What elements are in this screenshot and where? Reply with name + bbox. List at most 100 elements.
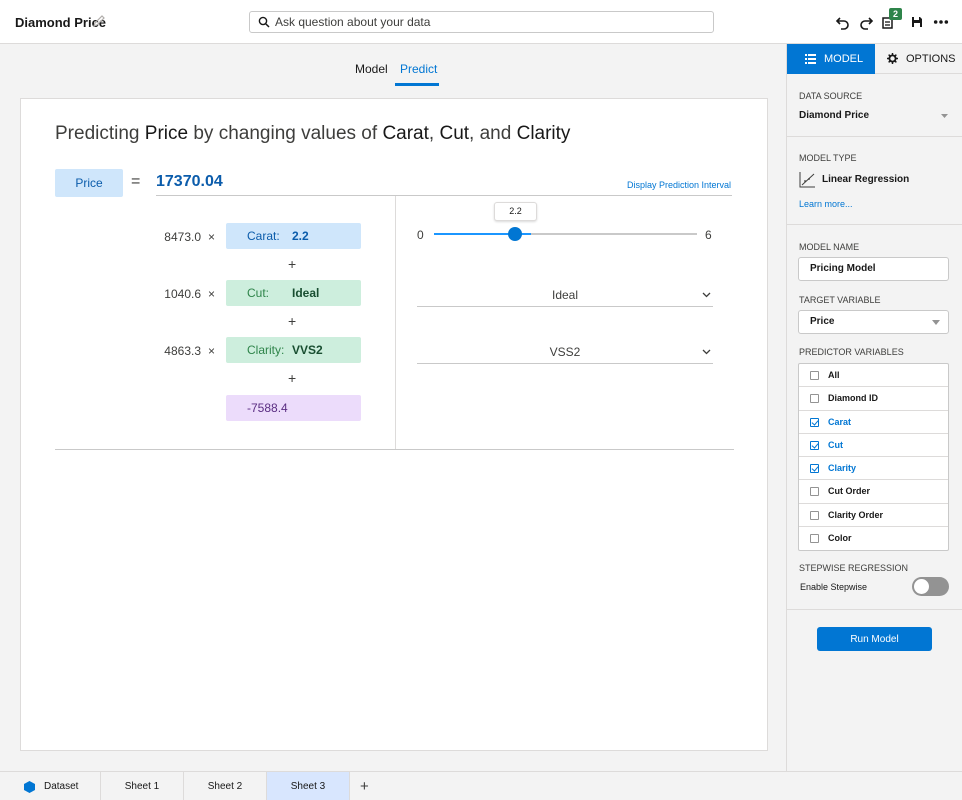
predictor-item[interactable]: Cut bbox=[799, 434, 948, 458]
list-icon bbox=[805, 54, 816, 64]
checkbox[interactable] bbox=[810, 534, 819, 544]
carat-slider-track[interactable] bbox=[434, 233, 697, 235]
caret-down-icon[interactable] bbox=[941, 114, 948, 119]
clarity-term: Clarity: VVS2 bbox=[226, 337, 361, 363]
carat-term: Carat: 2.2 bbox=[226, 223, 361, 249]
predictor-item-label: Clarity bbox=[828, 463, 857, 474]
checkbox[interactable] bbox=[810, 510, 819, 520]
tab-predict[interactable]: Predict bbox=[400, 62, 438, 76]
plus-sign: + bbox=[288, 370, 297, 386]
predictor-item-label: Carat bbox=[828, 416, 852, 427]
cut-select-value: Ideal bbox=[551, 288, 579, 302]
prediction-card: Predicting Price by changing values of C… bbox=[20, 98, 768, 751]
tab-dataset[interactable]: Dataset bbox=[0, 772, 101, 800]
add-sheet-button[interactable]: + bbox=[360, 778, 369, 795]
enable-stepwise-label: Enable Stepwise bbox=[800, 582, 868, 592]
checkbox[interactable] bbox=[810, 394, 819, 404]
redo-icon[interactable] bbox=[858, 14, 874, 30]
active-tab-indicator bbox=[395, 83, 439, 86]
app-title: Diamond Price bbox=[15, 15, 107, 30]
predictor-item[interactable]: Cut Order bbox=[799, 480, 948, 504]
predictor-item[interactable]: Clarity bbox=[799, 457, 948, 481]
clarity-select[interactable]: VSS2 bbox=[417, 342, 713, 364]
enable-stepwise-toggle[interactable] bbox=[912, 577, 949, 596]
carat-slider-min: 0 bbox=[417, 228, 424, 242]
cut-term: Cut: Ideal bbox=[226, 280, 361, 306]
predictor-item[interactable]: All bbox=[799, 364, 948, 388]
top-bar: Diamond Price 2 bbox=[0, 0, 962, 44]
predictor-variables-label: PREDICTOR VARIABLES bbox=[799, 347, 904, 357]
target-label: Price bbox=[55, 169, 123, 197]
checkbox-checked[interactable] bbox=[810, 417, 819, 427]
carat-coefficient: 8473.0 bbox=[164, 230, 201, 244]
section-divider bbox=[787, 136, 962, 137]
save-icon[interactable] bbox=[909, 14, 925, 30]
notes-icon[interactable] bbox=[880, 14, 896, 30]
display-prediction-interval-link[interactable]: Display Prediction Interval bbox=[626, 180, 731, 190]
run-model-button[interactable]: Run Model bbox=[817, 627, 932, 651]
predictor-item-label: Diamond ID bbox=[828, 393, 879, 404]
prediction-headline: Predicting Price by changing values of C… bbox=[55, 123, 571, 144]
search-input[interactable] bbox=[275, 14, 695, 30]
predictor-item-label: Color bbox=[828, 533, 852, 544]
predicted-price-value: 17370.04 bbox=[156, 173, 223, 190]
target-variable-select[interactable]: Price bbox=[798, 310, 949, 334]
regression-chart-icon bbox=[799, 172, 815, 188]
model-type-label: MODEL TYPE bbox=[799, 153, 857, 163]
carat-slider-thumb[interactable] bbox=[508, 227, 522, 241]
target-variable-value: Price bbox=[810, 316, 835, 327]
predictor-item[interactable]: Carat bbox=[799, 411, 948, 434]
sheet-tabs-bar: Dataset Sheet 1 Sheet 2 Sheet 3 + bbox=[0, 771, 962, 800]
tab-sheet-1[interactable]: Sheet 1 bbox=[101, 772, 184, 800]
checkbox-checked[interactable] bbox=[810, 440, 819, 450]
clarity-select-value: VSS2 bbox=[549, 345, 581, 359]
caret-down-icon bbox=[932, 320, 940, 325]
panel-tab-options[interactable]: OPTIONS bbox=[875, 44, 962, 74]
predictor-variables-list: All Diamond ID Carat Cut Clarity Cut Order Cla… bbox=[798, 363, 949, 552]
predictor-item[interactable]: Diamond ID bbox=[799, 387, 948, 411]
predictor-item-label: Cut bbox=[828, 439, 843, 450]
equation-bottom-rule bbox=[55, 449, 734, 450]
checkbox-checked[interactable] bbox=[810, 464, 819, 474]
search-bar[interactable] bbox=[249, 11, 714, 33]
target-variable-label: TARGET VARIABLE bbox=[799, 295, 881, 305]
checkbox[interactable] bbox=[810, 371, 819, 380]
checkbox[interactable] bbox=[810, 487, 819, 497]
times-sign: × bbox=[208, 287, 216, 301]
search-icon bbox=[258, 16, 270, 28]
model-name-field[interactable] bbox=[798, 257, 949, 281]
tab-sheet-2[interactable]: Sheet 2 bbox=[184, 772, 267, 800]
model-settings-panel: MODEL OPTIONS DATA SOURCE Diamond Price … bbox=[786, 44, 962, 771]
price-underline bbox=[156, 195, 732, 196]
notification-badge: 2 bbox=[889, 8, 902, 20]
gear-icon bbox=[887, 53, 898, 64]
cut-coefficient: 1040.6 bbox=[164, 287, 201, 301]
carat-slider-fill bbox=[434, 233, 531, 235]
tab-model[interactable]: Model bbox=[355, 62, 388, 76]
predictor-item[interactable]: Color bbox=[799, 527, 948, 550]
cut-select[interactable]: Ideal bbox=[417, 285, 713, 307]
panel-tab-model[interactable]: MODEL bbox=[787, 44, 875, 74]
plus-sign: + bbox=[288, 313, 297, 329]
data-source-label: DATA SOURCE bbox=[799, 91, 863, 101]
tab-sheet-3[interactable]: Sheet 3 bbox=[267, 772, 350, 800]
model-name-input[interactable] bbox=[810, 263, 940, 274]
model-type-value: Linear Regression bbox=[822, 174, 910, 185]
stepwise-regression-label: STEPWISE REGRESSION bbox=[799, 563, 909, 573]
predictor-item-label: All bbox=[828, 370, 840, 380]
data-source-value[interactable]: Diamond Price bbox=[799, 110, 870, 121]
toggle-knob bbox=[914, 579, 929, 594]
times-sign: × bbox=[208, 230, 216, 244]
equals-sign: = bbox=[131, 173, 141, 190]
carat-slider-max: 6 bbox=[705, 228, 712, 242]
more-options-icon[interactable] bbox=[933, 14, 949, 30]
predictor-item-label: Cut Order bbox=[828, 486, 871, 497]
predictor-item[interactable]: Clarity Order bbox=[799, 504, 948, 528]
column-divider bbox=[395, 196, 396, 450]
edit-pencil-icon[interactable] bbox=[92, 14, 106, 28]
model-name-label: MODEL NAME bbox=[799, 242, 860, 252]
section-divider bbox=[787, 609, 962, 610]
learn-more-link[interactable]: Learn more... bbox=[799, 199, 853, 209]
undo-icon[interactable] bbox=[835, 14, 851, 30]
times-sign: × bbox=[208, 344, 216, 358]
